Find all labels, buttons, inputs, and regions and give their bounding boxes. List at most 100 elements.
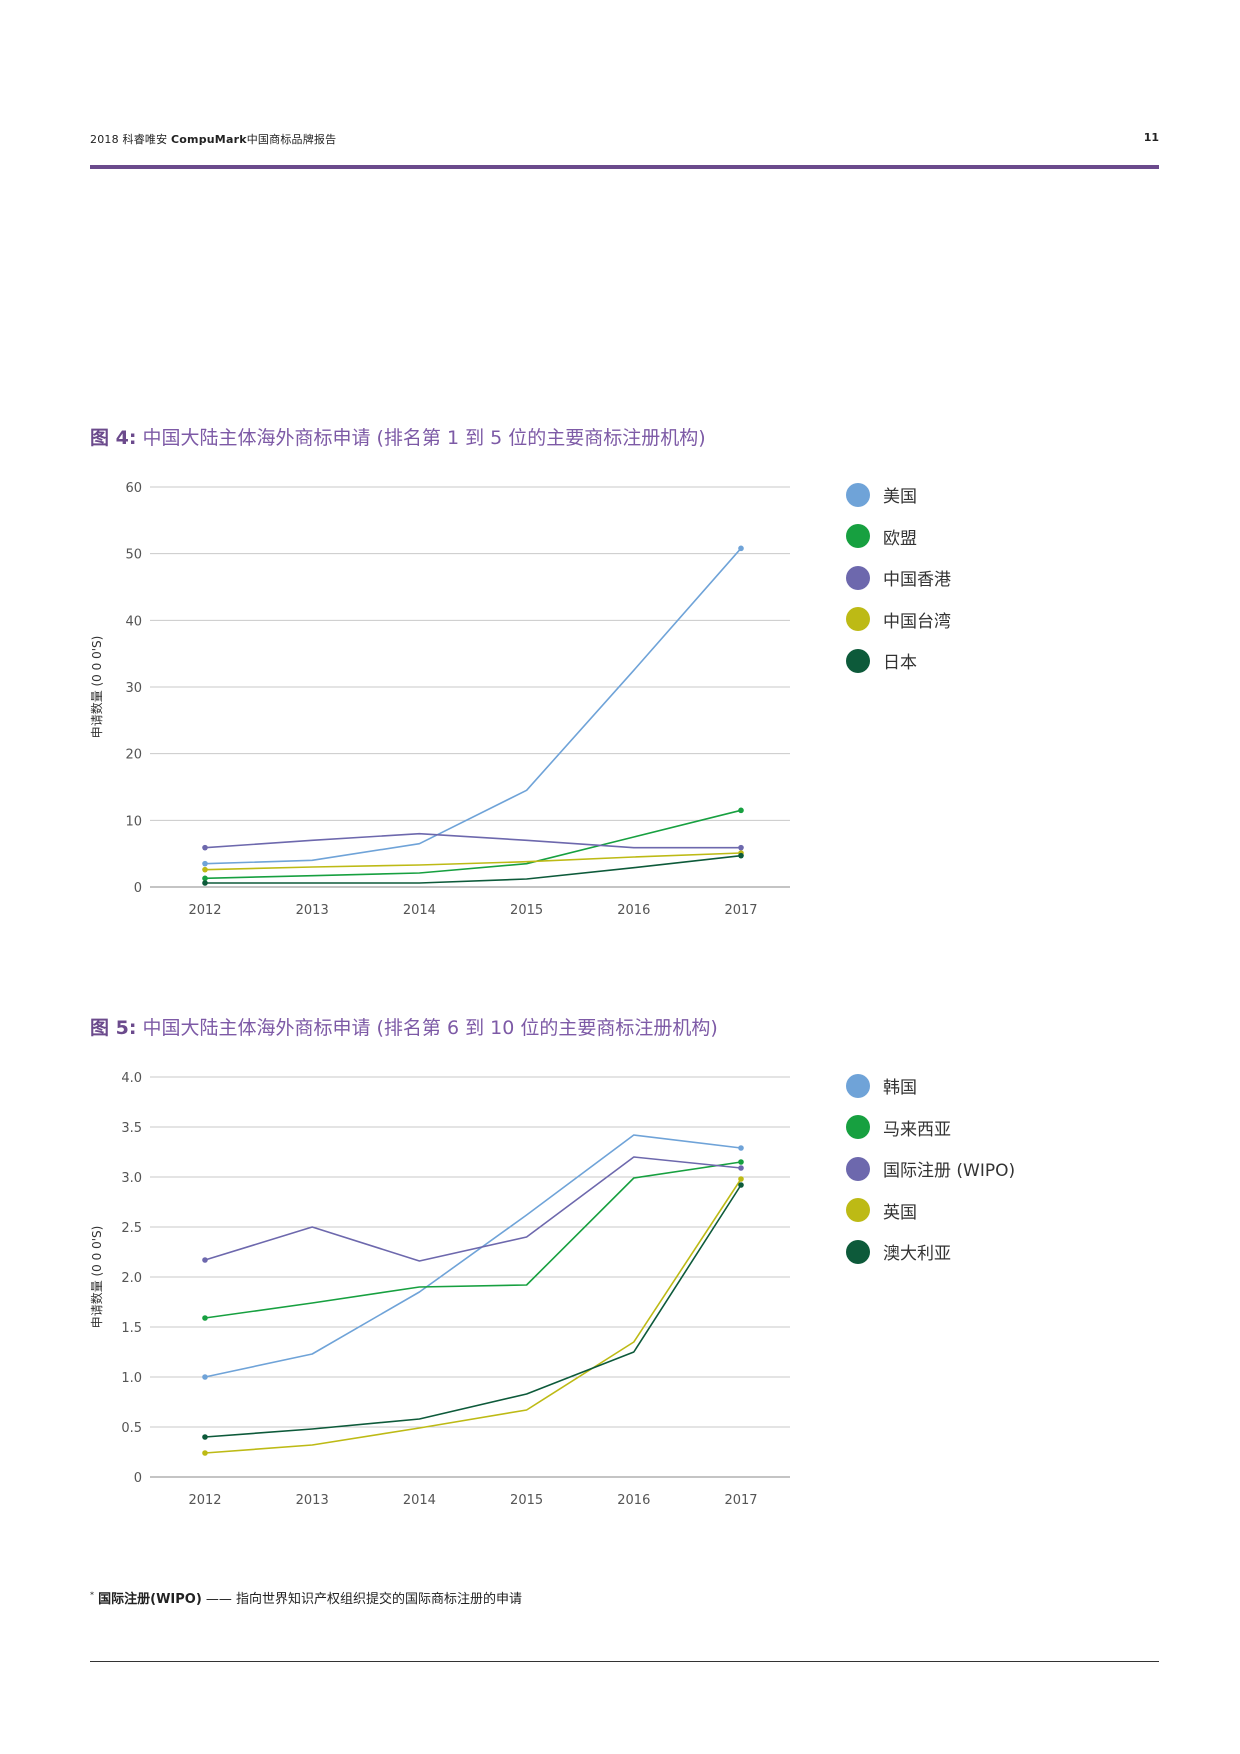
data-point (202, 844, 208, 851)
legend-swatch (846, 1073, 870, 1098)
y-tick-label: 60 (125, 481, 142, 496)
report-title-post: 中国商标品牌报告 (246, 133, 337, 146)
legend-item: 中国香港 (846, 557, 951, 599)
data-point (202, 875, 208, 882)
figure-5-title-text: 中国大陆主体海外商标申请 (排名第 6 到 10 位的主要商标注册机构) (142, 1017, 718, 1039)
x-tick-label: 2017 (724, 1493, 757, 1508)
figure-4-line-chart: 0 10 20 30 40 50 60 2012 2013 2014 2015 2016 2017 申请数… (89, 481, 790, 918)
legend-swatch (846, 648, 870, 673)
footnote-marker: * (90, 1590, 94, 1600)
legend-swatch (846, 1115, 870, 1140)
legend-label: 澳大利亚 (883, 1244, 951, 1265)
data-point (202, 1374, 208, 1380)
y-tick-label: 30 (125, 681, 142, 696)
legend-item: 国际注册 (WIPO) (846, 1148, 1015, 1190)
header-divider (90, 165, 1159, 169)
legend-swatch (846, 607, 870, 632)
y-tick-label: 50 (125, 548, 142, 563)
data-point (202, 866, 208, 873)
x-tick-label: 2016 (617, 903, 650, 918)
footnote-text: —— 指向世界知识产权组织提交的国际商标注册的申请 (205, 1592, 523, 1607)
figure-5-label: 图 5: (90, 1017, 137, 1039)
x-tick-label: 2012 (188, 1493, 221, 1508)
data-point (738, 844, 744, 851)
figure-5-line-chart: 0 0.5 1.0 1.5 2.0 2.5 3.0 3.5 4.0 2012 2013 2014 201… (89, 1071, 790, 1508)
figure-5-legend: 韩国马来西亚国际注册 (WIPO) 英国澳大利亚 (846, 1065, 1015, 1273)
series-line (204, 1178, 742, 1454)
y-tick-label: 10 (125, 814, 142, 829)
data-point (202, 880, 208, 886)
report-header: 2018 科睿唯安 CompuMark中国商标品牌报告 (90, 131, 336, 147)
y-tick-label: 4.0 (121, 1071, 142, 1086)
legend-swatch (846, 1156, 870, 1181)
data-point (738, 807, 744, 814)
legend-item: 欧盟 (846, 516, 951, 558)
legend-label: 欧盟 (883, 528, 917, 549)
series-line (204, 1134, 742, 1378)
legend-swatch (846, 482, 870, 507)
y-tick-label: 0.5 (121, 1421, 142, 1436)
x-tick-label: 2013 (296, 903, 329, 918)
series-line (204, 1156, 742, 1262)
report-title-pre: 科睿唯安 (122, 133, 168, 146)
legend-item: 马来西亚 (846, 1107, 1015, 1149)
figure-5-title: 图 5: 中国大陆主体海外商标申请 (排名第 6 到 10 位的主要商标注册机构… (90, 1013, 718, 1040)
legend-swatch (846, 524, 870, 549)
x-tick-label: 2014 (403, 903, 436, 918)
brand-name: CompuMark (171, 133, 247, 146)
footnote: * 国际注册(WIPO) —— 指向世界知识产权组织提交的国际商标注册的申请 (90, 1588, 522, 1607)
data-point (738, 1165, 744, 1171)
y-tick-label: 2.5 (121, 1221, 142, 1236)
y-tick-label: 2.0 (121, 1271, 142, 1286)
data-point (202, 1434, 208, 1440)
figure-4-title: 图 4: 中国大陆主体海外商标申请 (排名第 1 到 5 位的主要商标注册机构) (90, 423, 706, 450)
y-tick-label: 20 (125, 748, 142, 763)
figure-4-label: 图 4: (90, 427, 137, 449)
legend-item: 韩国 (846, 1065, 1015, 1107)
report-year: 2018 (90, 133, 119, 146)
legend-label: 日本 (883, 653, 917, 674)
y-tick-label: 3.0 (121, 1171, 142, 1186)
y-tick-label: 1.5 (121, 1321, 142, 1336)
y-tick-label: 3.5 (121, 1121, 142, 1136)
legend-item: 英国 (846, 1190, 1015, 1232)
x-tick-label: 2016 (617, 1493, 650, 1508)
legend-item: 美国 (846, 474, 951, 516)
y-axis-label: 申请数量 (0 0 0'S) (89, 1226, 104, 1329)
x-tick-label: 2013 (296, 1493, 329, 1508)
data-point (202, 1257, 208, 1263)
legend-swatch (846, 1239, 870, 1264)
series-line (204, 809, 742, 880)
y-tick-label: 40 (125, 614, 142, 629)
data-point (738, 1145, 744, 1151)
figure-4-title-text: 中国大陆主体海外商标申请 (排名第 1 到 5 位的主要商标注册机构) (142, 427, 706, 449)
x-tick-label: 2015 (510, 903, 543, 918)
page-number: 11 (1143, 131, 1159, 144)
y-axis-label: 申请数量 (0 0 0'S) (89, 636, 104, 739)
x-tick-label: 2014 (403, 1493, 436, 1508)
series-line (204, 832, 741, 849)
series-line (204, 1161, 742, 1319)
series-line (204, 1184, 742, 1438)
data-point (738, 1176, 744, 1182)
legend-swatch (846, 565, 870, 590)
x-tick-label: 2015 (510, 1493, 543, 1508)
x-tick-label: 2012 (188, 903, 221, 918)
legend-label: 韩国 (883, 1078, 917, 1099)
legend-swatch (846, 1198, 870, 1223)
legend-label: 英国 (883, 1202, 917, 1223)
series-line (204, 547, 742, 865)
series-line (204, 852, 742, 871)
x-tick-label: 2017 (724, 903, 757, 918)
y-tick-label: 1.0 (121, 1371, 142, 1386)
data-point (202, 860, 208, 867)
figure-4-legend: 美国欧盟中国香港中国台湾日本 (846, 474, 951, 682)
data-point (202, 1315, 208, 1321)
legend-label: 国际注册 (WIPO) (883, 1161, 1016, 1182)
legend-item: 澳大利亚 (846, 1231, 1015, 1273)
legend-label: 中国香港 (883, 570, 951, 591)
y-tick-label: 0 (134, 881, 142, 896)
legend-label: 中国台湾 (883, 611, 951, 632)
footnote-term: 国际注册(WIPO) (98, 1592, 202, 1607)
legend-label: 美国 (883, 487, 917, 508)
